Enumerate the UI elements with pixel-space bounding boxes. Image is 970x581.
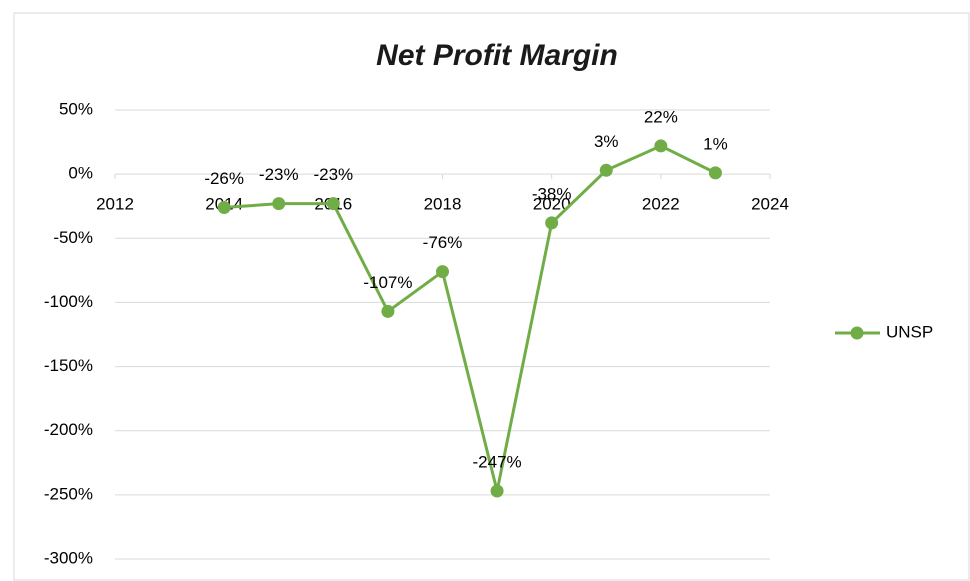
- data-label: 3%: [594, 132, 619, 151]
- legend-marker: [850, 326, 864, 340]
- y-tick-label: 50%: [59, 99, 93, 118]
- data-point: [708, 166, 722, 180]
- data-point: [545, 216, 559, 230]
- chart-frame: [13, 12, 970, 581]
- data-label: 1%: [703, 134, 728, 153]
- data-label: -23%: [259, 165, 299, 184]
- data-label: -26%: [204, 169, 244, 188]
- data-label: -107%: [363, 273, 412, 292]
- data-point: [654, 139, 668, 153]
- y-tick-label: -300%: [44, 548, 93, 567]
- legend-label: UNSP: [886, 322, 933, 341]
- data-point: [436, 265, 449, 279]
- x-tick-label: 2012: [96, 195, 134, 214]
- data-label: 22%: [644, 107, 678, 126]
- x-tick-label: 2024: [751, 195, 789, 214]
- data-label: -76%: [423, 233, 463, 252]
- data-label: -23%: [313, 165, 353, 184]
- data-point: [217, 200, 231, 214]
- data-line: [224, 144, 717, 492]
- chart-title: Net Profit Margin: [376, 39, 618, 72]
- data-label: -38%: [532, 184, 572, 203]
- data-label: -247%: [473, 452, 522, 471]
- data-point: [599, 163, 613, 177]
- y-tick-label: -100%: [44, 292, 93, 311]
- data-point: [272, 197, 286, 211]
- data-point: [326, 197, 340, 211]
- y-tick-label: -150%: [44, 356, 93, 375]
- y-tick-label: 0%: [68, 164, 93, 183]
- data-point: [381, 304, 395, 318]
- data-point: [490, 484, 504, 498]
- x-tick-label: 2022: [642, 195, 680, 214]
- x-tick-label: 2018: [424, 195, 462, 214]
- y-tick-label: -250%: [44, 484, 93, 503]
- y-tick-label: -200%: [44, 420, 93, 439]
- x-tick-label: 2020: [533, 195, 571, 214]
- y-tick-label: -50%: [53, 228, 93, 247]
